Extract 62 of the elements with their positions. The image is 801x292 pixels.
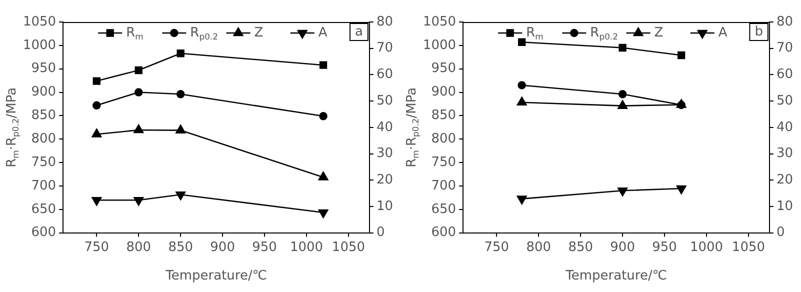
y-tick-label: 850 bbox=[31, 108, 56, 124]
y-tick-label: 600 bbox=[31, 225, 56, 240]
y2-tick-label: 70 bbox=[776, 40, 794, 56]
legend-label: Z bbox=[254, 25, 264, 40]
x-tick-label: 800 bbox=[126, 240, 152, 255]
y-tick-label: 600 bbox=[431, 225, 456, 240]
y2-tick-label: 30 bbox=[776, 146, 794, 162]
y-tick-label: 1050 bbox=[22, 14, 56, 30]
y2-tick-label: 70 bbox=[376, 40, 394, 56]
y-tick-label: 750 bbox=[431, 154, 456, 170]
y-tick-label: 700 bbox=[31, 178, 56, 194]
y2-tick-label: 50 bbox=[376, 93, 394, 108]
y-tick-label: 900 bbox=[431, 84, 456, 100]
y-tick-label: 1000 bbox=[422, 38, 456, 53]
y-tick-label: 750 bbox=[31, 154, 56, 170]
x-tick-label: 950 bbox=[252, 240, 277, 255]
annotation: a bbox=[354, 24, 363, 40]
y2-tick-label: 10 bbox=[776, 198, 794, 214]
legend-label: A bbox=[718, 25, 728, 40]
x-tick-label: 1050 bbox=[332, 240, 366, 255]
y-tick-label: 650 bbox=[431, 202, 456, 217]
x-tick-label: 950 bbox=[652, 240, 677, 255]
x-tick-label: 850 bbox=[168, 240, 194, 255]
y-tick-label: 1000 bbox=[22, 38, 56, 53]
y2-tick-label: 20 bbox=[376, 172, 394, 188]
y2-tick-label: 80 bbox=[376, 14, 394, 30]
x-tick-label: 750 bbox=[84, 240, 110, 255]
y-tick-label: 950 bbox=[431, 61, 456, 76]
y2-tick-label: 40 bbox=[376, 120, 394, 135]
x-axis-title: Temperature/℃ bbox=[564, 268, 667, 284]
y2-tick-label: 50 bbox=[776, 93, 794, 108]
legend-label: A bbox=[318, 25, 328, 40]
y-tick-label: 800 bbox=[431, 131, 456, 146]
y2-tick-label: 20 bbox=[776, 172, 794, 188]
x-tick-label: 800 bbox=[526, 240, 552, 255]
legend-label: Z bbox=[654, 25, 664, 40]
annotation: b bbox=[754, 24, 763, 40]
x-axis-title: Temperature/℃ bbox=[164, 268, 267, 284]
y-tick-label: 800 bbox=[31, 131, 56, 146]
x-tick-label: 900 bbox=[210, 240, 235, 255]
y2-tick-label: 80 bbox=[776, 14, 794, 30]
y-axis-title: Rm·Rp0.2/MPa bbox=[404, 87, 421, 168]
y2-tick-label: 60 bbox=[376, 67, 394, 82]
y2-tick-label: 10 bbox=[376, 198, 394, 214]
x-tick-label: 750 bbox=[484, 240, 510, 255]
y-tick-label: 950 bbox=[31, 61, 56, 76]
y2-tick-label: 0 bbox=[376, 225, 385, 240]
y-tick-label: 850 bbox=[431, 108, 456, 124]
y2-tick-label: 0 bbox=[776, 225, 785, 240]
y-axis-title: Rm·Rp0.2/MPa bbox=[4, 87, 21, 168]
y-tick-label: 700 bbox=[431, 178, 456, 194]
y-tick-label: 1050 bbox=[422, 14, 456, 30]
y2-tick-label: 30 bbox=[376, 146, 394, 162]
x-tick-label: 850 bbox=[568, 240, 594, 255]
y-tick-label: 900 bbox=[31, 84, 56, 100]
y2-tick-label: 40 bbox=[776, 120, 794, 135]
x-tick-label: 1000 bbox=[290, 240, 324, 255]
x-tick-label: 1000 bbox=[690, 240, 724, 255]
x-tick-label: 900 bbox=[610, 240, 635, 255]
x-tick-label: 1050 bbox=[732, 240, 766, 255]
y2-tick-label: 60 bbox=[776, 67, 794, 82]
y-tick-label: 650 bbox=[31, 202, 56, 217]
